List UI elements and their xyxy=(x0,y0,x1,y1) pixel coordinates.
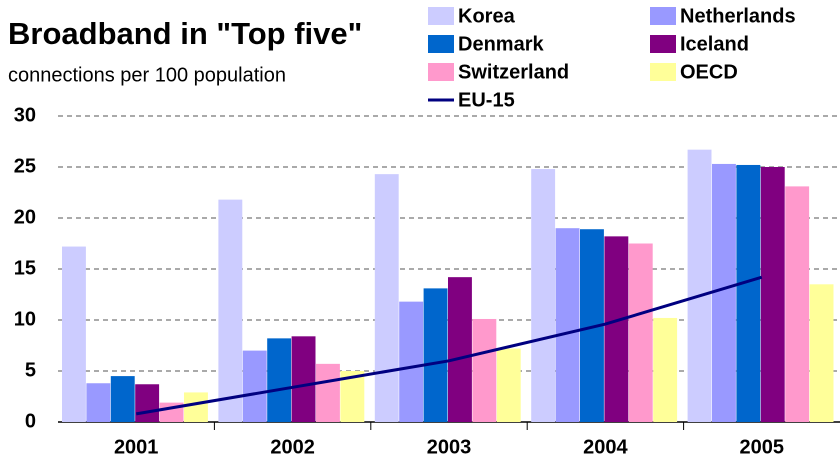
bar xyxy=(712,163,736,422)
bar xyxy=(736,164,761,422)
bar xyxy=(448,277,472,422)
legend-label: Iceland xyxy=(680,33,749,55)
y-tick-label: 30 xyxy=(14,104,36,126)
chart-title: Broadband in "Top five" xyxy=(8,16,362,51)
y-tick-label: 0 xyxy=(25,410,36,432)
legend-label: Switzerland xyxy=(458,61,569,83)
legend-swatch xyxy=(650,7,676,25)
bar xyxy=(531,169,556,422)
legend-label: Netherlands xyxy=(680,5,796,27)
line-series xyxy=(135,275,763,416)
bar xyxy=(760,167,785,422)
legend-swatch xyxy=(428,35,454,53)
y-tick-label: 10 xyxy=(14,308,36,330)
bar xyxy=(135,384,160,422)
x-tick-label: 2003 xyxy=(427,436,472,458)
bar xyxy=(218,199,243,422)
bar xyxy=(62,246,86,422)
bar xyxy=(628,243,653,422)
bar xyxy=(785,186,810,422)
x-tick-label: 2005 xyxy=(740,436,785,458)
bar xyxy=(653,317,678,422)
bar xyxy=(423,288,448,422)
legend-label: Denmark xyxy=(458,33,544,55)
legend-swatch xyxy=(428,7,454,25)
bar xyxy=(496,348,521,422)
chart-subtitle: connections per 100 population xyxy=(8,64,286,86)
legend-label: Korea xyxy=(458,5,516,27)
bar xyxy=(184,392,208,422)
legend-swatch xyxy=(428,63,454,81)
bar xyxy=(267,338,292,422)
y-tick-label: 20 xyxy=(14,206,36,228)
bar xyxy=(374,174,399,422)
y-tick-label: 25 xyxy=(14,155,36,177)
bar xyxy=(316,363,340,422)
bar xyxy=(687,149,712,422)
legend-label: OECD xyxy=(680,61,738,83)
bar xyxy=(399,301,424,422)
x-tick-label: 2004 xyxy=(583,436,628,458)
bar xyxy=(291,336,316,422)
bar xyxy=(472,318,497,422)
bar xyxy=(242,350,267,422)
bar xyxy=(340,371,365,422)
bar xyxy=(110,376,135,422)
bar xyxy=(86,383,111,422)
legend-swatch xyxy=(650,35,676,53)
bar xyxy=(604,236,629,422)
bar xyxy=(580,229,604,422)
y-tick-label: 5 xyxy=(25,359,36,381)
x-tick-label: 2001 xyxy=(114,436,159,458)
legend-label: EU-15 xyxy=(458,89,515,111)
bar xyxy=(555,228,580,422)
y-tick-label: 15 xyxy=(14,257,36,279)
bar xyxy=(809,284,834,422)
legend-swatch xyxy=(650,63,676,81)
x-tick-label: 2002 xyxy=(270,436,315,458)
